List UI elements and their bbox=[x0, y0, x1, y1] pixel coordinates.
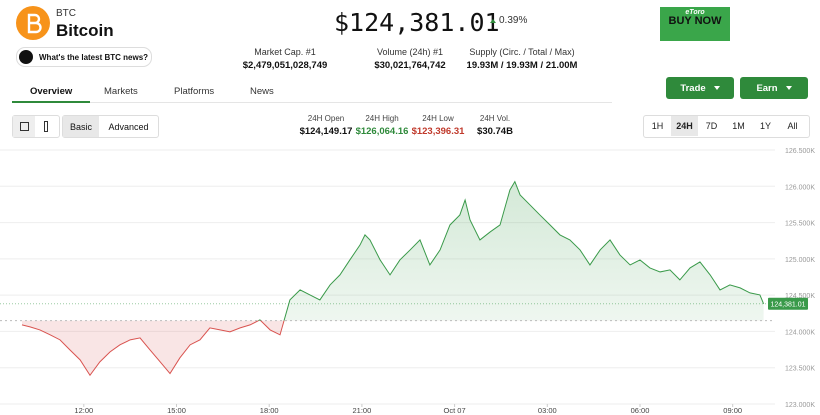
chart-kind-toggle[interactable] bbox=[12, 115, 60, 138]
y-tick-label: 125.500K bbox=[785, 221, 815, 228]
change-value: 0.39% bbox=[499, 15, 528, 26]
area-up bbox=[22, 181, 764, 321]
stat: Market Cap. #1 $2,479,051,028,749 bbox=[243, 47, 328, 71]
y-tick-label: 126.000K bbox=[785, 184, 815, 191]
day-stat: 24H Open $124,149.17 bbox=[300, 114, 353, 137]
range[interactable]: All bbox=[787, 121, 798, 131]
y-tick-label: 125.000K bbox=[785, 257, 815, 264]
tab-underline bbox=[12, 101, 90, 103]
coin-logo bbox=[16, 6, 50, 40]
x-tick-label: 21:00 bbox=[353, 406, 372, 415]
range[interactable]: 7D bbox=[705, 121, 718, 131]
tab[interactable]: Markets bbox=[104, 86, 138, 97]
symbol: BTC bbox=[56, 8, 76, 19]
stat-label: Volume (24h) #1 bbox=[376, 47, 444, 57]
price-line-down bbox=[21, 320, 285, 377]
ad-brand: eToro bbox=[685, 9, 705, 16]
news-icon bbox=[19, 50, 33, 64]
last-price-box bbox=[768, 297, 808, 310]
x-tick-label: 18:00 bbox=[260, 406, 279, 415]
area-down bbox=[22, 320, 285, 376]
x-tick-label: 12:00 bbox=[74, 406, 93, 415]
day-stat: 24H Vol. $30.74B bbox=[477, 114, 513, 137]
day-stat-label: 24H Open bbox=[307, 114, 345, 123]
day-stat-label: 24H High bbox=[365, 114, 399, 123]
news-button[interactable]: What's the latest BTC news? bbox=[16, 47, 152, 67]
y-tick-label: 124.500K bbox=[785, 293, 815, 300]
range[interactable]: 1H bbox=[651, 121, 664, 131]
x-tick-label: 09:00 bbox=[723, 406, 742, 415]
stat: Supply (Circ. / Total / Max) 19.93M / 19.… bbox=[467, 47, 578, 71]
stat-value: $2,479,051,028,749 bbox=[242, 60, 328, 71]
range-selector[interactable]: 1H 24H 7D 1M 1Y All bbox=[643, 115, 810, 138]
candle-icon[interactable] bbox=[35, 116, 57, 137]
day-stat-value: $30.74B bbox=[477, 126, 513, 137]
line-chart-icon[interactable] bbox=[13, 116, 35, 137]
ad-cta: BUY NOW bbox=[668, 15, 722, 27]
x-tick-label: 15:00 bbox=[167, 406, 186, 415]
x-tick-label: 06:00 bbox=[631, 406, 650, 415]
day-stat: 24H Low $123,396.31 bbox=[412, 114, 465, 137]
caret bbox=[785, 86, 792, 90]
mode-advanced[interactable]: Advanced bbox=[108, 121, 149, 132]
last-price-label: 124,381.01 bbox=[770, 301, 805, 308]
news-text: What's the latest BTC news? bbox=[39, 52, 149, 62]
price: $124,381.01 bbox=[334, 8, 500, 37]
day-stat-value: $123,396.31 bbox=[411, 126, 465, 137]
y-tick-label: 123.000K bbox=[785, 402, 815, 409]
stat-value: 19.93M / 19.93M / 21.00M bbox=[466, 60, 578, 71]
tab[interactable]: Overview bbox=[30, 86, 73, 97]
mode-basic[interactable]: Basic bbox=[63, 116, 99, 137]
stat-label: Supply (Circ. / Total / Max) bbox=[469, 47, 575, 57]
tab[interactable]: Platforms bbox=[174, 86, 215, 97]
day-stat-label: 24H Low bbox=[422, 114, 454, 123]
earn-button[interactable]: Earn bbox=[740, 77, 808, 99]
y-tick-label: 123.500K bbox=[785, 366, 815, 373]
mode-toggle[interactable]: Basic Advanced bbox=[62, 115, 159, 138]
coin-name: Bitcoin bbox=[56, 21, 114, 40]
trade-button[interactable]: Trade bbox=[666, 77, 734, 99]
range[interactable]: 1M bbox=[732, 121, 745, 131]
day-stat-value: $124,149.17 bbox=[299, 126, 353, 137]
x-tick-label: Oct 07 bbox=[444, 406, 466, 415]
up-arrow bbox=[490, 18, 496, 23]
day-stat: 24H High $126,064.16 bbox=[356, 114, 409, 137]
tab[interactable]: News bbox=[250, 86, 274, 97]
tab-divider bbox=[12, 102, 612, 103]
button-text: Earn bbox=[756, 82, 778, 94]
stat-value: $30,021,764,742 bbox=[374, 60, 446, 71]
caret bbox=[713, 86, 720, 90]
day-stat-label: 24H Vol. bbox=[479, 114, 511, 123]
range[interactable]: 24H bbox=[671, 116, 698, 136]
change: 0.39% bbox=[490, 15, 527, 26]
y-tick-label: 124.000K bbox=[785, 329, 815, 336]
price-chart: 123.000K 123.500K 124.000K 124.500K 125.000K… bbox=[0, 148, 815, 415]
ad-banner[interactable]: eToro BUY NOW bbox=[660, 7, 730, 41]
price-line-up bbox=[257, 180, 765, 321]
stat: Volume (24h) #1 $30,021,764,742 bbox=[374, 47, 445, 71]
stat-label: Market Cap. #1 bbox=[254, 47, 316, 57]
x-tick-label: 03:00 bbox=[538, 406, 557, 415]
y-tick-label: 126.500K bbox=[785, 148, 815, 155]
day-stat-value: $126,064.16 bbox=[355, 126, 409, 137]
button-text: Trade bbox=[680, 82, 706, 94]
range[interactable]: 1Y bbox=[759, 121, 771, 131]
